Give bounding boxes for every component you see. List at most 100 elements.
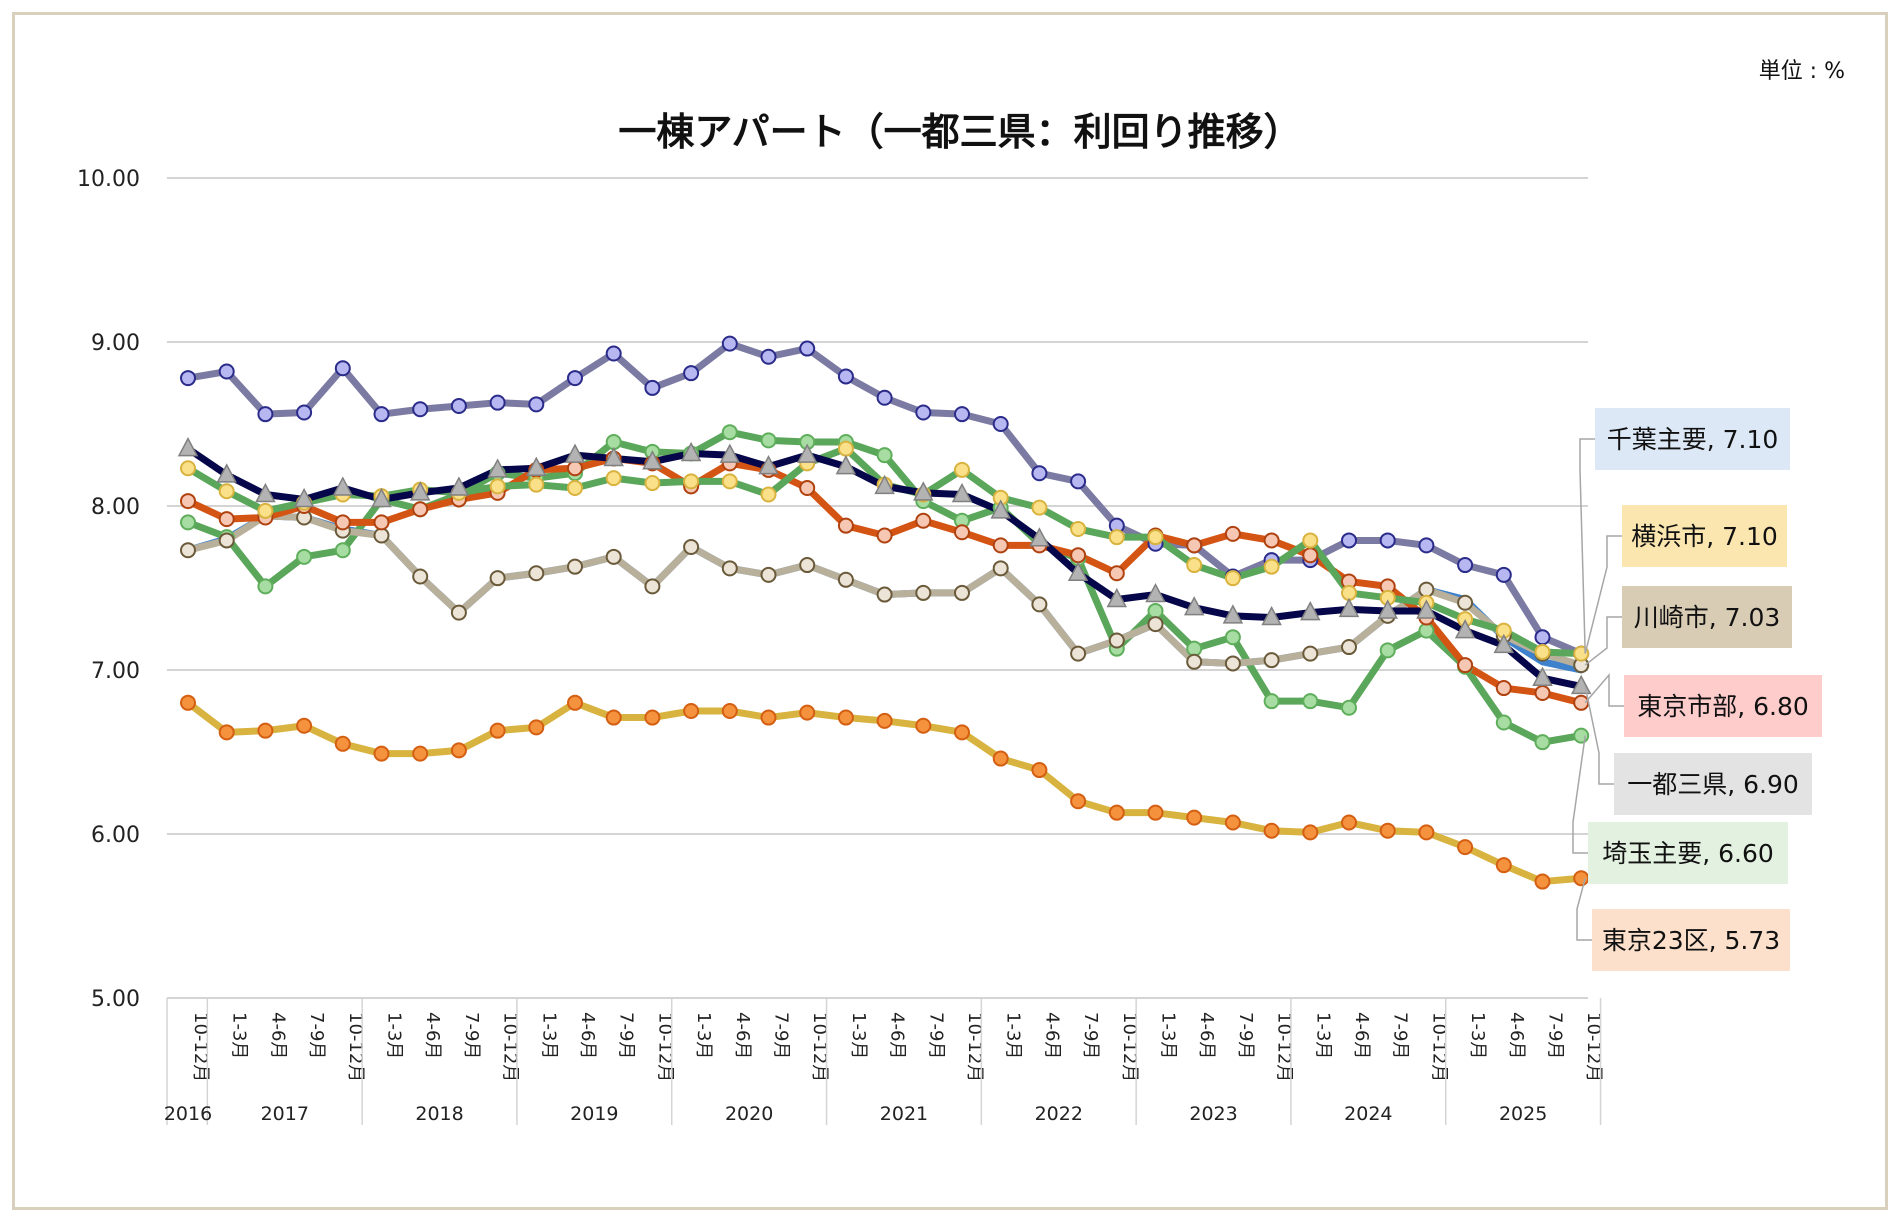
data-point: [1029, 527, 1050, 547]
x-tick-label: 10-12月: [345, 1012, 366, 1082]
data-point: [1067, 561, 1089, 581]
data-point: [644, 578, 661, 595]
data-point: [1341, 814, 1357, 831]
data-label-box: [1595, 408, 1790, 470]
data-point: [876, 527, 893, 544]
data-point: [915, 717, 932, 734]
data-point: [373, 527, 390, 544]
data-labels: 千葉主要, 7.10 横浜市, 7.10 川崎市, 7.03 東京市部, 6.80 一都…: [1572, 408, 1822, 971]
y-tick-label: 6.00: [91, 823, 140, 848]
data-point: [1224, 655, 1241, 672]
unit-label: 単位 : %: [1758, 59, 1845, 84]
data-point: [296, 548, 313, 565]
data-point: [837, 517, 854, 534]
data-point: [876, 389, 893, 406]
data-point: [915, 584, 932, 601]
y-tick-label: 9.00: [91, 331, 140, 356]
data-point: [915, 512, 932, 529]
data-point: [1341, 639, 1357, 656]
data-point: [721, 335, 738, 352]
data-point: [1457, 657, 1474, 674]
year-label: 2025: [1499, 1103, 1547, 1125]
data-point: [876, 447, 893, 464]
data-point: [799, 479, 816, 496]
data-point: [1418, 622, 1435, 639]
x-tick-label: 10-12月: [500, 1012, 521, 1082]
data-point: [489, 570, 506, 587]
data-point: [1031, 762, 1048, 779]
data-point: [1302, 645, 1319, 662]
data-point: [1108, 632, 1125, 649]
data-point: [1457, 839, 1474, 856]
data-point: [1031, 499, 1048, 516]
x-tick-label: 4-6月: [267, 1012, 288, 1059]
leader-line: [1576, 878, 1592, 941]
data-point: [528, 565, 545, 582]
data-point: [644, 709, 661, 726]
data-point: [526, 456, 547, 477]
x-tick-label: 4-6月: [577, 1012, 598, 1059]
data-point: [642, 450, 663, 470]
data-point: [371, 487, 392, 508]
data-point: [180, 514, 196, 531]
data-point: [1145, 582, 1166, 603]
x-tick-label: 7-9月: [306, 1012, 327, 1059]
data-point: [1495, 680, 1512, 697]
year-label: 2021: [880, 1103, 928, 1125]
x-tick-label: 1-3月: [1158, 1012, 1179, 1059]
data-point: [567, 694, 583, 711]
data-point: [721, 560, 738, 577]
data-point: [373, 406, 390, 423]
x-tick-label: 1-3月: [229, 1012, 250, 1059]
data-point: [913, 481, 934, 501]
data-point: [450, 397, 467, 414]
data-point: [683, 365, 700, 382]
data-point: [992, 537, 1009, 554]
x-tick-label: 4-6月: [1506, 1012, 1527, 1059]
data-point: [719, 443, 741, 463]
data-point: [567, 370, 583, 387]
data-point: [683, 539, 700, 555]
data-point: [1495, 857, 1512, 874]
data-point: [799, 340, 816, 357]
data-point: [489, 478, 506, 495]
data-point: [683, 703, 700, 719]
x-tick-label: 10-12月: [190, 1012, 211, 1082]
data-point: [1222, 604, 1244, 624]
data-label-text: 横浜市, 7.10: [1631, 522, 1778, 551]
data-point: [837, 571, 854, 588]
x-tick-label: 4-6月: [422, 1012, 443, 1059]
data-point: [180, 460, 196, 477]
data-point: [1224, 629, 1241, 646]
data-point: [951, 482, 973, 503]
data-point: [1263, 822, 1280, 839]
x-tick-label: 1-3月: [1467, 1012, 1488, 1059]
data-point: [567, 479, 583, 496]
x-tick-label: 7-9月: [616, 1012, 637, 1059]
data-point: [528, 476, 545, 493]
data-point: [1495, 714, 1512, 731]
data-point: [257, 406, 274, 423]
data-label-text: 千葉主要, 7.10: [1607, 425, 1779, 454]
x-tick-label: 7-9月: [771, 1012, 792, 1059]
data-point: [489, 722, 506, 739]
data-point: [1261, 605, 1282, 626]
series-layer: [177, 335, 1592, 890]
year-label: 2024: [1344, 1103, 1392, 1125]
data-point: [373, 514, 390, 531]
x-tick-label: 7-9月: [1390, 1012, 1411, 1059]
data-point: [218, 363, 235, 380]
data-point: [992, 416, 1009, 432]
data-point: [605, 345, 622, 362]
x-tick-label: 4-6月: [1041, 1012, 1062, 1059]
x-tick-label: 7-9月: [1545, 1012, 1566, 1059]
data-point: [1263, 693, 1280, 710]
x-tick-label: 10-12月: [1274, 1012, 1295, 1082]
data-point: [487, 458, 508, 478]
data-point: [1263, 532, 1280, 549]
grid: [167, 177, 1588, 999]
data-point: [721, 424, 738, 441]
data-point: [1493, 633, 1515, 654]
data-point: [1031, 465, 1048, 482]
data-point: [1418, 537, 1435, 554]
